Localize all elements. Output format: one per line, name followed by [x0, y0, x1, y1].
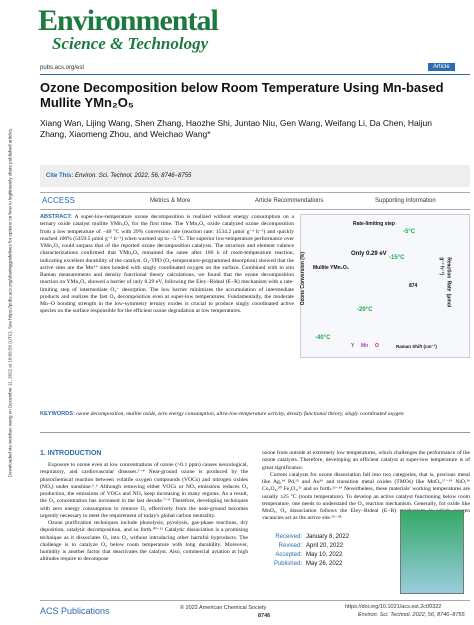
- metrics-link[interactable]: Metrics & More: [150, 198, 191, 204]
- abstract-label: ABSTRACT:: [40, 214, 73, 220]
- fig-label: -15°C: [389, 255, 405, 261]
- journal-url[interactable]: pubs.acs.org/est: [40, 65, 85, 71]
- recommendations-link[interactable]: Article Recommendations: [255, 198, 324, 204]
- supporting-link[interactable]: Supporting Information: [375, 198, 436, 204]
- date-value: January 8, 2022: [306, 534, 350, 540]
- fig-label: -5°C: [403, 229, 416, 235]
- fig-label: Ozone Conversion (%): [300, 251, 307, 306]
- fig-label: -20°C: [357, 307, 373, 313]
- download-note: Downloaded via weichao wang on December …: [7, 127, 13, 478]
- abstract: Ozone Conversion (%) Reaction Rate (μmol…: [40, 214, 470, 358]
- rule: [40, 600, 470, 601]
- journal-logo: Environmental: [38, 4, 219, 37]
- fig-label: Only 0.29 eV: [351, 251, 387, 257]
- publisher: ACS Publications: [40, 606, 110, 616]
- fig-label: -40°C: [315, 335, 331, 341]
- fig-label: Rate-limiting step: [353, 221, 395, 227]
- date-value: May 26, 2022: [306, 561, 343, 567]
- copyright: © 2022 American Chemical Society: [180, 605, 267, 611]
- access-label: ACCESS: [42, 196, 75, 205]
- access-bar: ACCESS Metrics & More Article Recommenda…: [40, 192, 470, 210]
- cite-box: Cite This: Environ. Sci. Technol. 2022, …: [40, 165, 470, 187]
- cite-ref[interactable]: Environ. Sci. Technol. 2022, 56, 8746−87…: [75, 173, 192, 179]
- paragraph: ozone from outside at extremely low temp…: [262, 450, 470, 471]
- authors: Xiang Wan, Lijing Wang, Shen Zhang, Haoz…: [40, 118, 433, 139]
- journal-cover: [400, 510, 464, 594]
- date-value: April 20, 2022: [306, 543, 344, 549]
- date-label: Revised:: [278, 543, 302, 549]
- dates: Received: January 8, 2022 Revised: April 20…: [262, 533, 349, 569]
- fig-label: 874: [409, 283, 418, 289]
- fig-label: Raman Shift (cm⁻¹): [396, 344, 437, 349]
- date-label: Accepted:: [275, 552, 302, 558]
- journal-logo: Science & Technology: [52, 34, 209, 53]
- rule: [40, 432, 470, 433]
- fig-label: Mullite YMn₂O₅: [313, 265, 350, 271]
- date-label: Published:: [273, 561, 302, 567]
- date-row: Published: May 26, 2022: [262, 560, 349, 569]
- graphic-abstract: Ozone Conversion (%) Reaction Rate (μmol…: [300, 214, 470, 358]
- rule: [40, 74, 470, 75]
- date-value: May 10, 2022: [306, 552, 343, 558]
- fig-label: O: [375, 343, 379, 349]
- paragraph: Exposure to ozone even at low concentrat…: [40, 462, 248, 519]
- date-label: Received:: [275, 534, 302, 540]
- fig-label: Mn: [361, 343, 369, 349]
- paragraph: Ozone purification techniques include ph…: [40, 520, 248, 563]
- title: Ozone Decomposition below Room Temperatu…: [40, 80, 444, 110]
- fig-label: Y: [351, 343, 355, 349]
- date-row: Received: January 8, 2022: [262, 533, 349, 542]
- keywords-text: ozone decomposition, mullite oxide, zero…: [76, 411, 404, 417]
- keywords-label: KEYWORDS:: [40, 411, 75, 417]
- cite-label: Cite This:: [46, 173, 74, 179]
- left-column: 1. INTRODUCTION Exposure to ozone even a…: [40, 450, 248, 564]
- section-heading: 1. INTRODUCTION: [40, 450, 102, 457]
- date-row: Revised: April 20, 2022: [262, 542, 349, 551]
- date-row: Accepted: May 10, 2022: [262, 551, 349, 560]
- paragraph: Current catalysts for ozone dissociation…: [262, 471, 470, 522]
- page-number: 8746: [258, 613, 271, 619]
- doi[interactable]: https://doi.org/10.1021/acs.est.2c00322: [345, 604, 442, 610]
- abstract-text: A super-low-temperature ozone decomposit…: [40, 214, 294, 315]
- right-column: ozone from outside at extremely low temp…: [262, 450, 470, 523]
- keywords: KEYWORDS: ozone decomposition, mullite o…: [40, 411, 470, 418]
- article-tag: Article: [428, 63, 455, 71]
- fig-label: Reaction Rate (μmol g⁻¹ h⁻¹): [438, 257, 452, 308]
- footer-ref: Environ. Sci. Technol. 2022, 56, 8746−87…: [358, 612, 465, 618]
